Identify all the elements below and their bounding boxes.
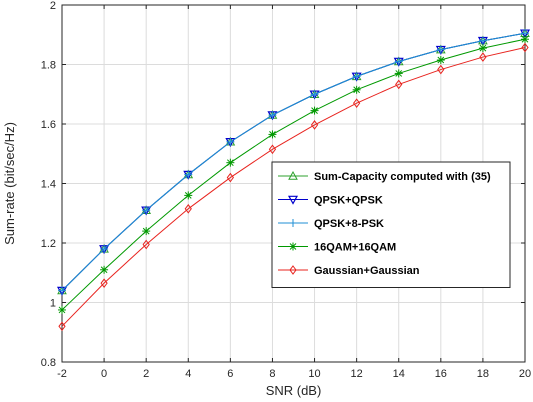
x-tick-label: 14 <box>393 368 405 380</box>
data-point <box>142 227 151 236</box>
legend-marker <box>288 170 298 180</box>
series-line <box>61 47 526 327</box>
series-2 <box>58 29 529 295</box>
legend-label: 16QAM+16QAM <box>314 242 396 254</box>
data-point <box>521 35 529 44</box>
data-point <box>437 64 445 75</box>
plot-area <box>56 28 531 332</box>
legend-label: QPSK+8-PSK <box>314 218 384 230</box>
data-point <box>310 90 319 99</box>
x-tick-label: -2 <box>57 368 67 380</box>
legend-label: Sum-Capacity computed with (35) <box>314 171 491 183</box>
legend-marker <box>289 265 297 275</box>
legend-label: Gaussian+Gaussian <box>314 265 420 277</box>
data-point <box>268 144 277 155</box>
data-point <box>100 244 109 253</box>
data-point <box>58 286 66 295</box>
legend-item: QPSK+8-PSK <box>278 218 384 230</box>
data-point <box>58 305 66 314</box>
data-point <box>184 191 193 200</box>
series-3 <box>58 35 529 314</box>
x-tick-label: 20 <box>519 368 531 380</box>
series-line <box>61 38 526 311</box>
legend-box <box>271 161 511 288</box>
legend-label: QPSK+QPSK <box>314 195 383 207</box>
series-4 <box>58 42 529 332</box>
series-line <box>61 32 526 291</box>
legend-item: 16QAM+16QAM <box>278 242 396 254</box>
x-tick-label: 16 <box>435 368 447 380</box>
x-tick-label: 4 <box>185 368 191 380</box>
x-axis-label: SNR (dB) <box>266 383 322 398</box>
data-point <box>58 321 66 332</box>
data-point <box>394 57 403 66</box>
x-tick-label: 0 <box>101 368 107 380</box>
data-point <box>436 56 445 65</box>
data-point <box>184 170 193 179</box>
data-point <box>478 36 487 45</box>
data-point <box>142 239 150 250</box>
data-point <box>394 69 403 78</box>
data-point <box>268 111 277 120</box>
legend-marker <box>287 195 299 205</box>
x-tick-label: 12 <box>351 368 363 380</box>
data-point <box>226 137 235 146</box>
x-tick-label: 18 <box>477 368 489 380</box>
data-point <box>226 158 235 167</box>
data-point <box>353 98 361 109</box>
data-point <box>478 44 487 53</box>
legend-marker <box>289 242 297 251</box>
x-tick-label: 6 <box>227 368 233 380</box>
legend: Sum-Capacity computed with (35) QPSK+QPSK… <box>271 161 511 288</box>
data-point <box>184 203 192 214</box>
x-tick-label: 10 <box>308 368 320 380</box>
y-tick-label: 1.6 <box>41 119 56 131</box>
legend-item: Sum-Capacity computed with (35) <box>278 170 491 183</box>
data-point <box>479 52 487 62</box>
data-point <box>521 42 529 53</box>
legend-item: QPSK+QPSK <box>278 195 383 207</box>
tick-labels: -2 0 2 4 6 8 10 12 14 16 18 20 0.8 1 1.2 1.4 1.6 1.8 2 <box>41 0 531 380</box>
data-point <box>268 130 277 139</box>
y-tick-label: 1.2 <box>41 238 56 250</box>
y-tick-label: 1 <box>50 298 56 310</box>
y-axis-label: Sum-rate (bit/sec/Hz) <box>2 122 17 245</box>
x-tick-label: 8 <box>269 368 275 380</box>
x-tick-label: 2 <box>143 368 149 380</box>
data-point <box>310 120 319 130</box>
legend-item: Gaussian+Gaussian <box>278 265 420 277</box>
data-point <box>352 85 361 94</box>
data-point <box>436 45 445 54</box>
data-point <box>395 79 403 90</box>
data-point <box>100 278 108 288</box>
y-tick-label: 1.8 <box>41 60 56 72</box>
data-point <box>100 265 109 274</box>
y-tick-label: 0.8 <box>41 357 56 369</box>
data-point <box>142 206 151 215</box>
y-tick-label: 1.4 <box>41 179 56 191</box>
data-point <box>310 106 319 115</box>
data-point <box>226 172 234 183</box>
data-point <box>352 72 361 81</box>
y-tick-label: 2 <box>50 0 56 12</box>
legend-marker <box>289 219 297 227</box>
